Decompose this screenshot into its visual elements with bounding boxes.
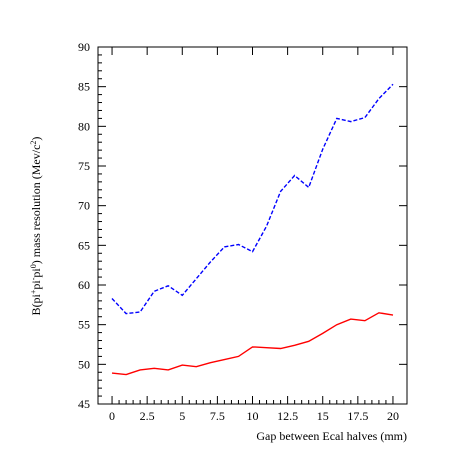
x-tick-label: 12.5 — [277, 409, 298, 423]
x-axis-title: Gap between Ecal halves (mm) — [256, 429, 407, 443]
y-tick-label: 70 — [78, 199, 90, 213]
y-axis-title: B(pi+pi-pi0) mass resolution (Mev/c2) — [29, 137, 44, 316]
series-line-0 — [111, 83, 394, 315]
y-tick-label: 55 — [78, 318, 90, 332]
y-tick-label: 65 — [78, 238, 90, 252]
y-tick-label: 80 — [78, 119, 90, 133]
y-tick-label: 60 — [78, 278, 90, 292]
y-tick-label: 85 — [78, 80, 90, 94]
x-tick-label: 15 — [317, 409, 329, 423]
y-tick-label: 50 — [78, 357, 90, 371]
x-tick-label: 20 — [387, 409, 399, 423]
x-axis-ticks: 0 2.5 5 7.5 10 12.5 15 17.5 20 — [109, 47, 399, 423]
series-layer — [111, 83, 394, 376]
x-tick-label: 17.5 — [347, 409, 368, 423]
x-tick-label: 2.5 — [140, 409, 155, 423]
x-tick-label: 0 — [109, 409, 115, 423]
y-tick-label: 45 — [78, 397, 90, 411]
x-tick-label: 10 — [247, 409, 259, 423]
y-tick-label: 75 — [78, 159, 90, 173]
plot-frame — [97, 46, 408, 405]
x-tick-label: 5 — [179, 409, 185, 423]
y-axis-ticks: 45 50 55 60 65 70 75 80 85 90 — [78, 40, 407, 411]
x-tick-label: 7.5 — [210, 409, 225, 423]
y-tick-label: 90 — [78, 40, 90, 54]
series-line-1 — [111, 312, 394, 376]
